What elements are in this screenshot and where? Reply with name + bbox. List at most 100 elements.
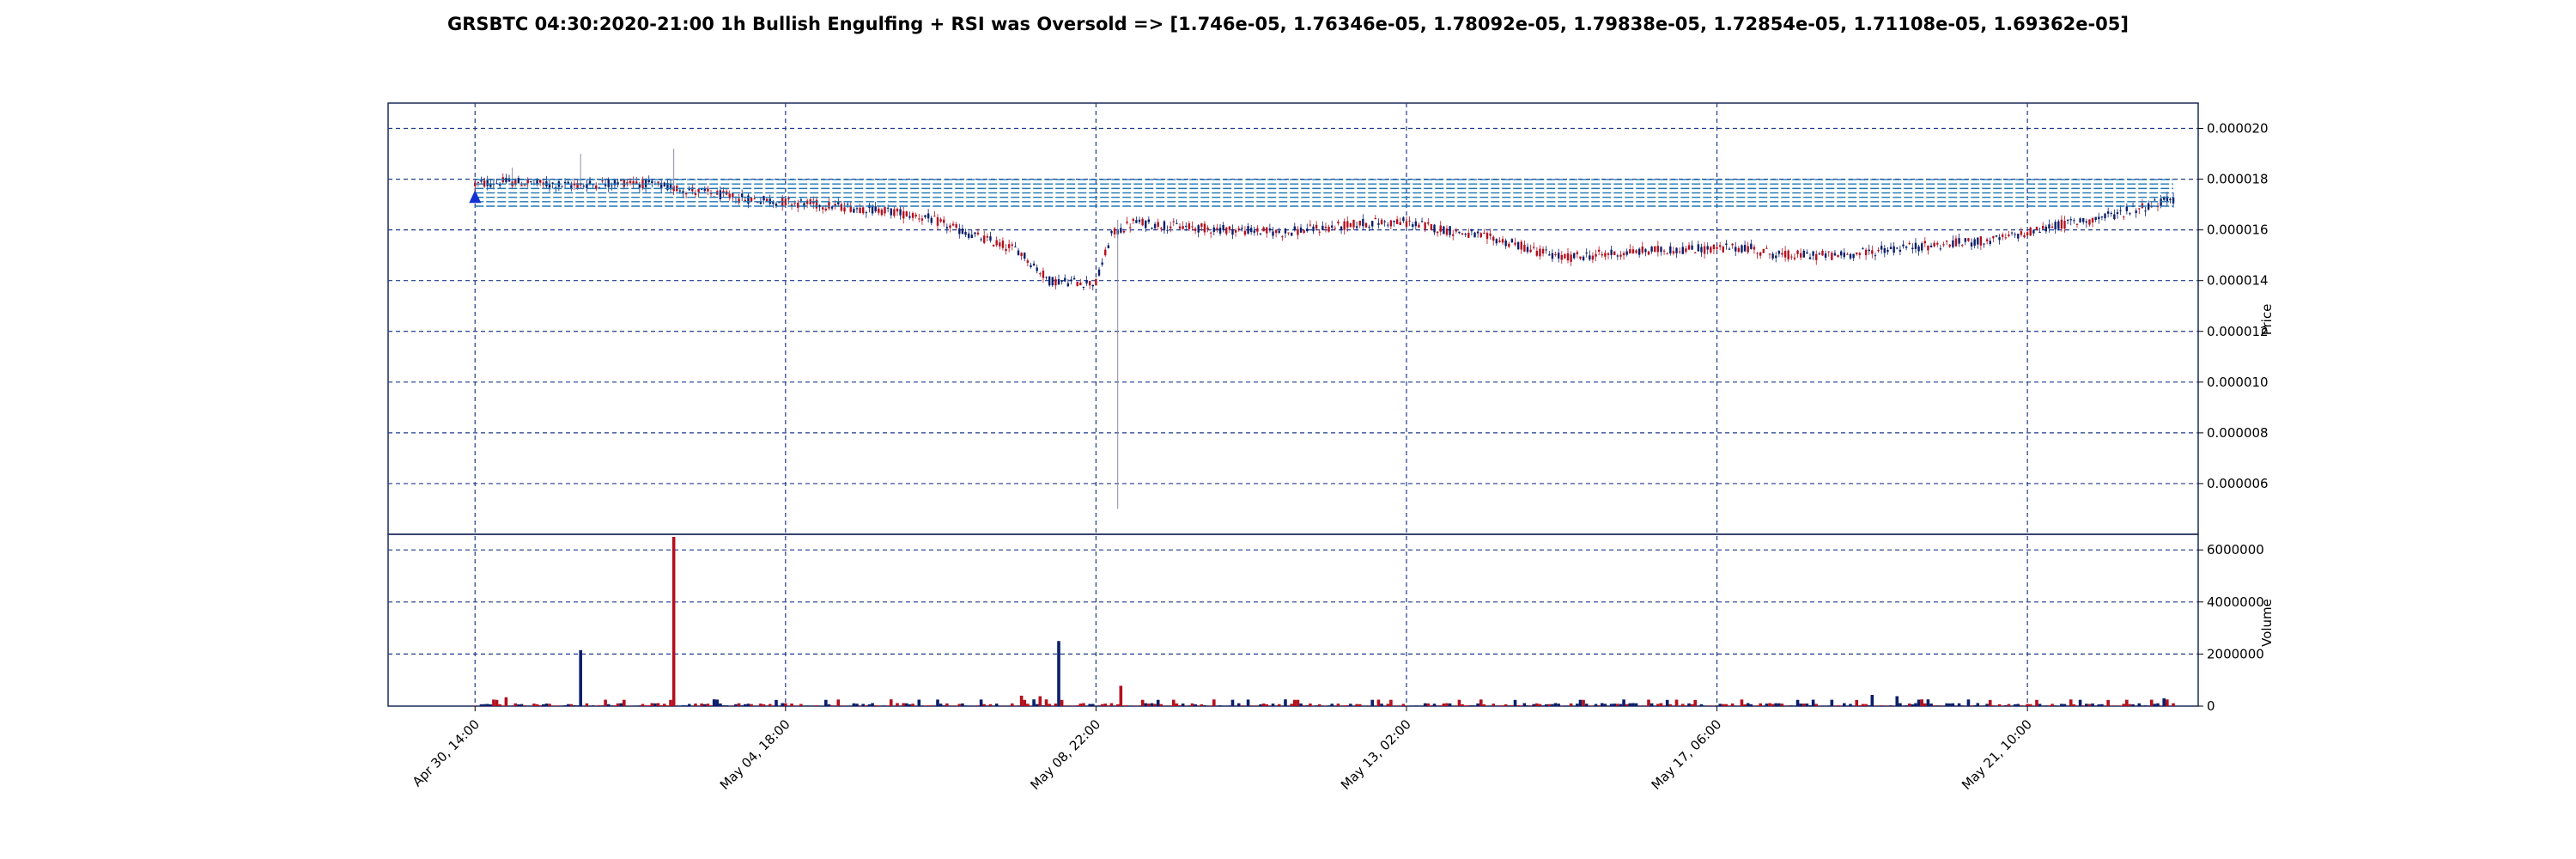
candle-body	[517, 178, 520, 184]
candle-body	[1629, 249, 1631, 254]
candle-body	[1337, 222, 1340, 224]
candle-body	[1042, 271, 1045, 278]
volume-bar	[1346, 705, 1350, 706]
candle-body	[495, 183, 498, 185]
volume-bar	[2072, 704, 2076, 706]
candle-body	[1619, 254, 1622, 257]
volume-bar	[669, 699, 672, 706]
candle-body	[1579, 256, 1582, 259]
volume-bar	[653, 703, 657, 706]
volume-bar	[1843, 703, 1846, 706]
volume-bar	[861, 704, 866, 706]
candle-body	[1582, 256, 1585, 260]
volume-bar	[492, 699, 495, 706]
volume-bar	[2085, 704, 2088, 706]
candle-body	[1793, 257, 1796, 259]
volume-bar	[1436, 705, 1439, 706]
candle-body	[886, 207, 890, 209]
volume-bar	[2097, 704, 2101, 706]
chart-title: GRSBTC 04:30:2020-21:00 1h Bullish Engul…	[447, 14, 2129, 34]
candle-body	[1597, 249, 1601, 252]
candle-body	[1358, 220, 1361, 226]
candle-body	[1604, 253, 1607, 257]
candle-body	[859, 207, 861, 214]
candle-body	[1120, 228, 1122, 233]
volume-bar	[591, 705, 595, 706]
candle-body	[753, 198, 756, 200]
volume-bar	[2026, 704, 2029, 706]
volume-bar	[775, 699, 778, 706]
candle-body	[1775, 255, 1777, 259]
volume-bar	[2066, 705, 2069, 706]
volume-bar	[1504, 704, 1508, 706]
candle-body	[1654, 246, 1656, 253]
candle-body	[1631, 249, 1635, 254]
candle-body	[1122, 230, 1126, 233]
candle-body	[1303, 230, 1305, 234]
volume-bar	[1808, 705, 1812, 706]
volume-bar	[544, 704, 549, 706]
volume-bar	[1103, 704, 1108, 706]
volume-bar	[622, 699, 626, 706]
candle-body	[999, 242, 1001, 247]
volume-bar	[1947, 703, 1952, 706]
candle-body	[2042, 225, 2044, 229]
volume-bar	[1200, 704, 1204, 706]
candle-body	[787, 198, 790, 200]
candle-body	[586, 184, 588, 189]
candle-body	[2147, 203, 2150, 210]
candle-body	[647, 179, 650, 183]
volume-bar	[1777, 703, 1781, 706]
candle-body	[703, 188, 707, 192]
volume-bars	[473, 537, 2175, 706]
candle-body	[732, 192, 734, 198]
volume-bar	[1467, 705, 1471, 706]
candle-body	[992, 244, 995, 247]
candle-body	[1281, 236, 1284, 238]
candle-body	[1408, 220, 1411, 222]
volume-tick-label: 4000000	[2207, 594, 2264, 610]
volume-bar	[781, 703, 785, 706]
candle-body	[1327, 227, 1330, 232]
volume-bar	[1367, 705, 1371, 706]
volume-bar	[1795, 699, 1800, 706]
candle-body	[1889, 247, 1893, 249]
volume-bar	[1693, 699, 1698, 706]
volume-bar	[1349, 704, 1352, 706]
candle-body	[2088, 219, 2091, 225]
candle-body	[1812, 251, 1814, 256]
candle-body	[1933, 242, 1935, 247]
candle-body	[1178, 226, 1182, 229]
candle-body	[1936, 242, 1939, 245]
volume-bar	[517, 704, 520, 706]
candle-body	[1871, 250, 1874, 254]
candle-body	[1060, 280, 1063, 282]
candle-body	[914, 214, 917, 217]
candle-body	[719, 190, 722, 199]
volume-bar	[1309, 704, 1312, 706]
volume-bar	[1553, 703, 1558, 706]
volume-bar	[1495, 705, 1498, 706]
price-axis-label: Price	[2259, 304, 2275, 336]
volume-bar	[1426, 703, 1431, 706]
candle-body	[1970, 242, 1973, 247]
volume-bar	[1482, 704, 1486, 706]
candle-body	[1576, 252, 1579, 254]
volume-bar	[784, 703, 787, 706]
price-tick-label: 0.000010	[2207, 375, 2269, 390]
candle-body	[1846, 253, 1849, 255]
candle-body	[1182, 226, 1184, 229]
x-tick-label: May 08, 22:00	[1027, 716, 1103, 793]
price-panel-frame	[387, 102, 2199, 535]
candle-body	[1896, 247, 1899, 249]
candle-body	[1995, 235, 1998, 237]
volume-bar	[2081, 705, 2086, 706]
volume-tick-label: 2000000	[2207, 646, 2264, 661]
volume-bar	[1628, 703, 1632, 706]
volume-bar	[1107, 705, 1110, 706]
volume-bar	[715, 699, 720, 706]
candle-body	[1920, 243, 1923, 251]
candle-body	[744, 199, 747, 202]
candle-body	[1259, 233, 1262, 235]
